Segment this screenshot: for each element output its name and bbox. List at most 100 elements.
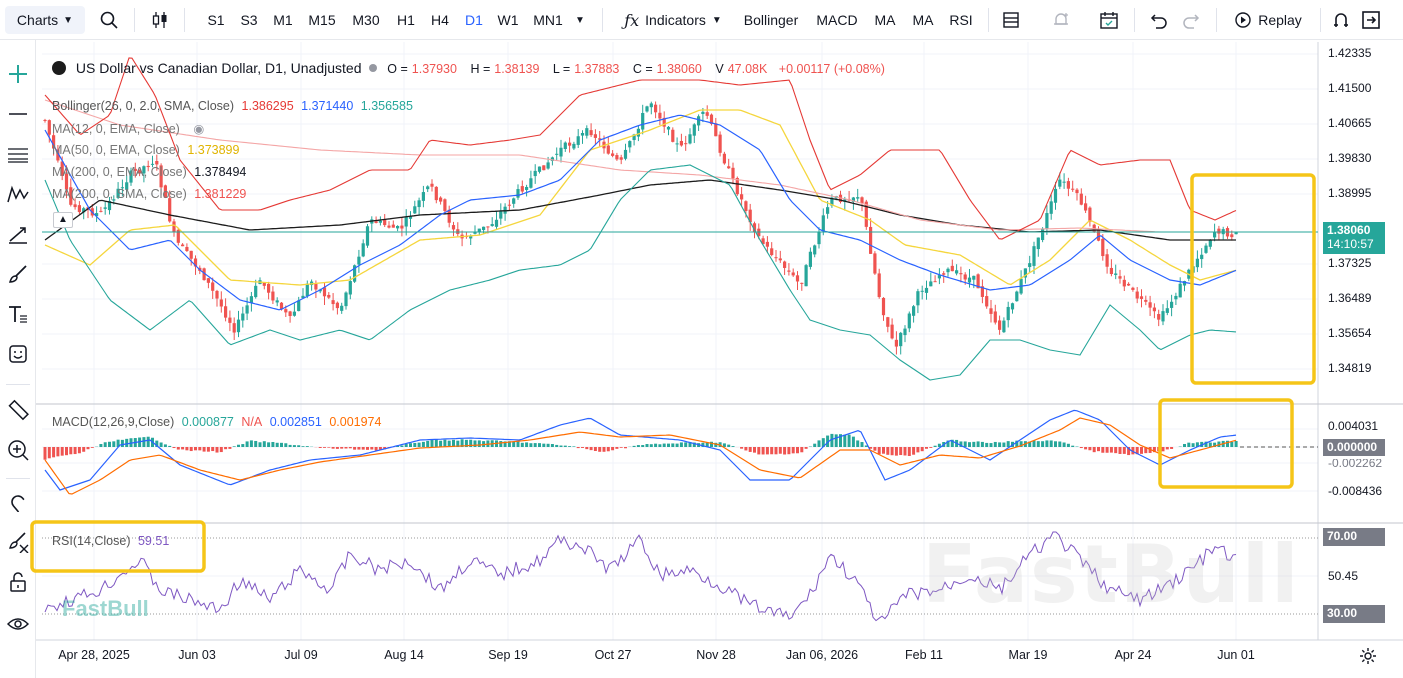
- candle-body: [224, 306, 228, 318]
- macd-histogram-bar: [783, 447, 787, 455]
- candle: [946, 267, 950, 277]
- brush-tool[interactable]: [4, 260, 32, 288]
- timeframe-w1[interactable]: W1: [497, 12, 519, 28]
- candle: [396, 225, 400, 232]
- timeframe-h4[interactable]: H4: [431, 12, 449, 28]
- text-tool[interactable]: [4, 300, 32, 328]
- layout-button[interactable]: [1000, 0, 1022, 40]
- horizontal-line-tool[interactable]: [4, 100, 32, 128]
- emoji-tool[interactable]: [4, 340, 32, 368]
- ruler-tool[interactable]: [4, 396, 32, 424]
- trend-line-tool[interactable]: [4, 220, 32, 248]
- timeframe-m1[interactable]: M1: [273, 12, 293, 28]
- open-label: O =: [387, 62, 408, 76]
- search-button[interactable]: [96, 0, 122, 40]
- candle: [568, 137, 572, 153]
- candle: [353, 264, 357, 283]
- replay-button[interactable]: Replay: [1230, 0, 1306, 40]
- candle-body: [636, 128, 640, 137]
- collapse-legend-button[interactable]: ▲: [53, 212, 73, 228]
- magnet-button[interactable]: [1330, 0, 1352, 40]
- magnet-icon: [11, 495, 25, 512]
- legend-rsi[interactable]: RSI(14,Close) 59.51: [52, 534, 173, 548]
- quick-indicator-ma[interactable]: MA: [872, 0, 898, 40]
- candle: [873, 251, 877, 275]
- ma50-line: [44, 109, 1237, 286]
- candle-body: [1071, 188, 1075, 190]
- quick-indicator-rsi[interactable]: RSI: [948, 0, 974, 40]
- quick-indicator-bollinger[interactable]: Bollinger: [741, 0, 801, 40]
- candle: [1028, 255, 1032, 273]
- legend-ma12[interactable]: MA(12, 0, EMA, Close) ◉: [52, 121, 208, 136]
- alert-button[interactable]: [1050, 0, 1072, 40]
- candle-body: [43, 119, 47, 121]
- macd-histogram-bar: [929, 447, 933, 448]
- pattern-tool[interactable]: [4, 180, 32, 208]
- candle-body: [658, 112, 662, 119]
- channel-tool[interactable]: [4, 140, 32, 168]
- legend-ma50[interactable]: MA(50, 0, EMA, Close) 1.373899: [52, 143, 243, 157]
- candle-body: [1204, 245, 1208, 253]
- candle: [942, 271, 946, 283]
- lock-tool[interactable]: [4, 568, 32, 596]
- quick-indicator-ma-2[interactable]: MA: [910, 0, 936, 40]
- bb-lower-line: [44, 164, 1237, 381]
- timeframe-h1[interactable]: H1: [397, 12, 415, 28]
- indicators-button[interactable]: ƒx Indicators ▼: [620, 0, 726, 40]
- macd-histogram-bar: [843, 434, 847, 447]
- candle-body: [353, 265, 357, 282]
- zoom-in-tool[interactable]: [4, 436, 32, 464]
- magnet-tool[interactable]: [4, 488, 32, 516]
- macd-histogram-bar: [606, 447, 610, 452]
- candle: [404, 209, 408, 236]
- crosshair-tool[interactable]: [4, 60, 32, 88]
- macd-histogram-bar: [525, 442, 529, 447]
- chart-settings-button[interactable]: [1359, 647, 1377, 665]
- chart-type-button[interactable]: [148, 0, 172, 40]
- redo-button[interactable]: [1180, 0, 1202, 40]
- macd-histogram-bar: [886, 447, 890, 455]
- candle: [783, 260, 787, 275]
- macd-histogram-bar: [576, 447, 580, 449]
- undo-button[interactable]: [1148, 0, 1170, 40]
- candle-body: [615, 155, 619, 160]
- alarm-plus-icon: [1054, 13, 1068, 25]
- macd-histogram-bar: [731, 446, 735, 447]
- current-price: 1.38060: [1327, 223, 1371, 237]
- candle: [503, 203, 507, 221]
- candle: [576, 129, 580, 148]
- candle-body: [193, 258, 198, 267]
- visibility-tool[interactable]: [4, 610, 32, 638]
- remove-drawings-tool[interactable]: [4, 528, 32, 556]
- legend-ma200-ema[interactable]: MA(200, 0, EMA, Close) 1.378494: [52, 165, 250, 179]
- candle-body: [232, 323, 236, 333]
- macd-histogram-bar: [460, 439, 464, 447]
- timeframe-s1[interactable]: S1: [207, 12, 225, 28]
- macd-histogram-bar: [340, 447, 344, 449]
- charts-menu-button[interactable]: Charts ▼: [5, 6, 85, 34]
- macd-histogram-bar: [705, 442, 709, 447]
- timeframe-m15[interactable]: M15: [308, 12, 336, 28]
- quick-indicator-macd[interactable]: MACD: [815, 0, 859, 40]
- candle-body: [830, 197, 834, 206]
- magnet-icon: [1334, 13, 1348, 27]
- macd-histogram-bar: [499, 441, 503, 447]
- candle-body: [1182, 281, 1187, 286]
- macd-histogram-bar: [740, 447, 744, 449]
- candle: [456, 222, 460, 237]
- macd-histogram-bar: [765, 447, 769, 455]
- timeframe-m30[interactable]: M30: [352, 12, 380, 28]
- fullscreen-exit-button[interactable]: [1358, 0, 1384, 40]
- legend-macd[interactable]: MACD(12,26,9,Close) 0.000877 N/A 0.00285…: [52, 415, 385, 429]
- legend-ma200-sma[interactable]: MA(200, 0, SMA, Close) 1.381229: [52, 187, 250, 201]
- timeframe-d1[interactable]: D1: [465, 12, 483, 28]
- candle-body: [155, 160, 159, 165]
- legend-bollinger[interactable]: Bollinger(26, 0, 2.0, SMA, Close) 1.3862…: [52, 99, 417, 113]
- macd-histogram-bar: [839, 434, 842, 447]
- timeframe-mn1[interactable]: MN1: [533, 12, 563, 28]
- calendar-button[interactable]: [1098, 0, 1120, 40]
- timeframe-more-button[interactable]: ▼: [572, 0, 588, 40]
- timeframe-s3[interactable]: S3: [240, 12, 258, 28]
- candle-body: [168, 198, 172, 222]
